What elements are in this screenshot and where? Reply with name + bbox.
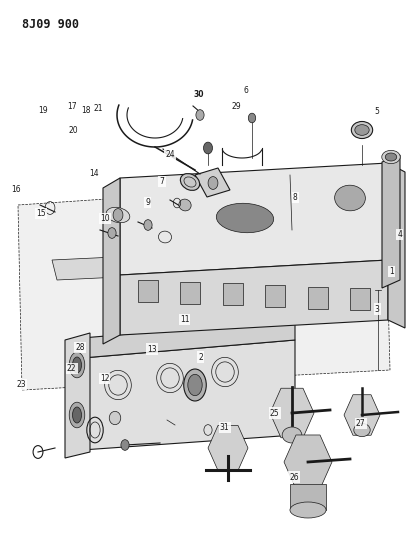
Circle shape bbox=[121, 440, 129, 450]
Text: 30: 30 bbox=[193, 90, 203, 99]
Ellipse shape bbox=[351, 122, 372, 139]
Ellipse shape bbox=[69, 352, 85, 378]
Ellipse shape bbox=[353, 423, 369, 437]
Polygon shape bbox=[65, 333, 90, 458]
Ellipse shape bbox=[106, 207, 130, 223]
Text: 8J09 900: 8J09 900 bbox=[22, 18, 79, 31]
Polygon shape bbox=[304, 280, 387, 297]
Text: 9: 9 bbox=[145, 198, 150, 207]
Text: 18: 18 bbox=[81, 106, 91, 115]
Ellipse shape bbox=[187, 374, 202, 395]
Polygon shape bbox=[120, 163, 387, 275]
Text: 27: 27 bbox=[355, 419, 365, 428]
Text: 24: 24 bbox=[165, 150, 175, 159]
Polygon shape bbox=[222, 284, 242, 305]
Text: 19: 19 bbox=[38, 106, 48, 115]
Polygon shape bbox=[180, 282, 200, 304]
Text: 3: 3 bbox=[374, 305, 379, 313]
Circle shape bbox=[144, 220, 152, 230]
Text: 5: 5 bbox=[374, 108, 379, 116]
Text: 31: 31 bbox=[219, 423, 229, 432]
Ellipse shape bbox=[381, 150, 399, 164]
Text: 13: 13 bbox=[146, 345, 156, 353]
Circle shape bbox=[208, 176, 218, 189]
Polygon shape bbox=[387, 163, 404, 328]
Text: 29: 29 bbox=[231, 102, 241, 111]
Ellipse shape bbox=[180, 174, 199, 190]
Polygon shape bbox=[381, 155, 399, 288]
Polygon shape bbox=[52, 252, 225, 280]
Ellipse shape bbox=[109, 411, 120, 425]
Ellipse shape bbox=[354, 125, 368, 135]
Circle shape bbox=[108, 228, 116, 238]
Ellipse shape bbox=[72, 407, 81, 423]
Polygon shape bbox=[138, 280, 157, 302]
Polygon shape bbox=[289, 484, 325, 510]
Polygon shape bbox=[265, 285, 285, 307]
Polygon shape bbox=[120, 260, 387, 335]
Ellipse shape bbox=[216, 203, 273, 233]
Text: 11: 11 bbox=[179, 316, 189, 324]
Text: 21: 21 bbox=[93, 104, 103, 112]
Text: 22: 22 bbox=[67, 365, 76, 373]
Text: 15: 15 bbox=[36, 209, 46, 217]
Text: 28: 28 bbox=[75, 343, 85, 352]
Text: 7: 7 bbox=[159, 177, 164, 185]
Text: 26: 26 bbox=[289, 473, 299, 481]
Ellipse shape bbox=[178, 199, 191, 211]
Text: 10: 10 bbox=[99, 214, 109, 223]
Text: 23: 23 bbox=[16, 381, 26, 389]
Ellipse shape bbox=[69, 402, 85, 428]
Polygon shape bbox=[195, 168, 229, 197]
Text: 8: 8 bbox=[292, 193, 297, 201]
Text: 14: 14 bbox=[89, 169, 99, 177]
Ellipse shape bbox=[72, 357, 81, 373]
Polygon shape bbox=[307, 287, 327, 309]
Text: 4: 4 bbox=[396, 230, 401, 239]
Ellipse shape bbox=[384, 153, 396, 161]
Text: 16: 16 bbox=[11, 185, 21, 193]
Circle shape bbox=[203, 142, 212, 154]
Polygon shape bbox=[103, 178, 120, 344]
Text: 1: 1 bbox=[388, 268, 393, 276]
Polygon shape bbox=[18, 180, 389, 390]
Ellipse shape bbox=[289, 502, 325, 518]
Text: 12: 12 bbox=[99, 374, 109, 383]
Circle shape bbox=[113, 208, 123, 221]
Polygon shape bbox=[82, 320, 294, 358]
Ellipse shape bbox=[334, 185, 364, 211]
Text: 25: 25 bbox=[269, 409, 279, 417]
Text: 2: 2 bbox=[198, 353, 203, 361]
Polygon shape bbox=[349, 288, 369, 311]
Ellipse shape bbox=[281, 427, 301, 443]
Text: 6: 6 bbox=[243, 86, 248, 95]
Circle shape bbox=[248, 113, 255, 123]
Ellipse shape bbox=[183, 369, 206, 401]
Polygon shape bbox=[82, 340, 294, 450]
Text: 17: 17 bbox=[67, 102, 76, 111]
Text: 20: 20 bbox=[68, 126, 78, 135]
Circle shape bbox=[196, 110, 204, 120]
